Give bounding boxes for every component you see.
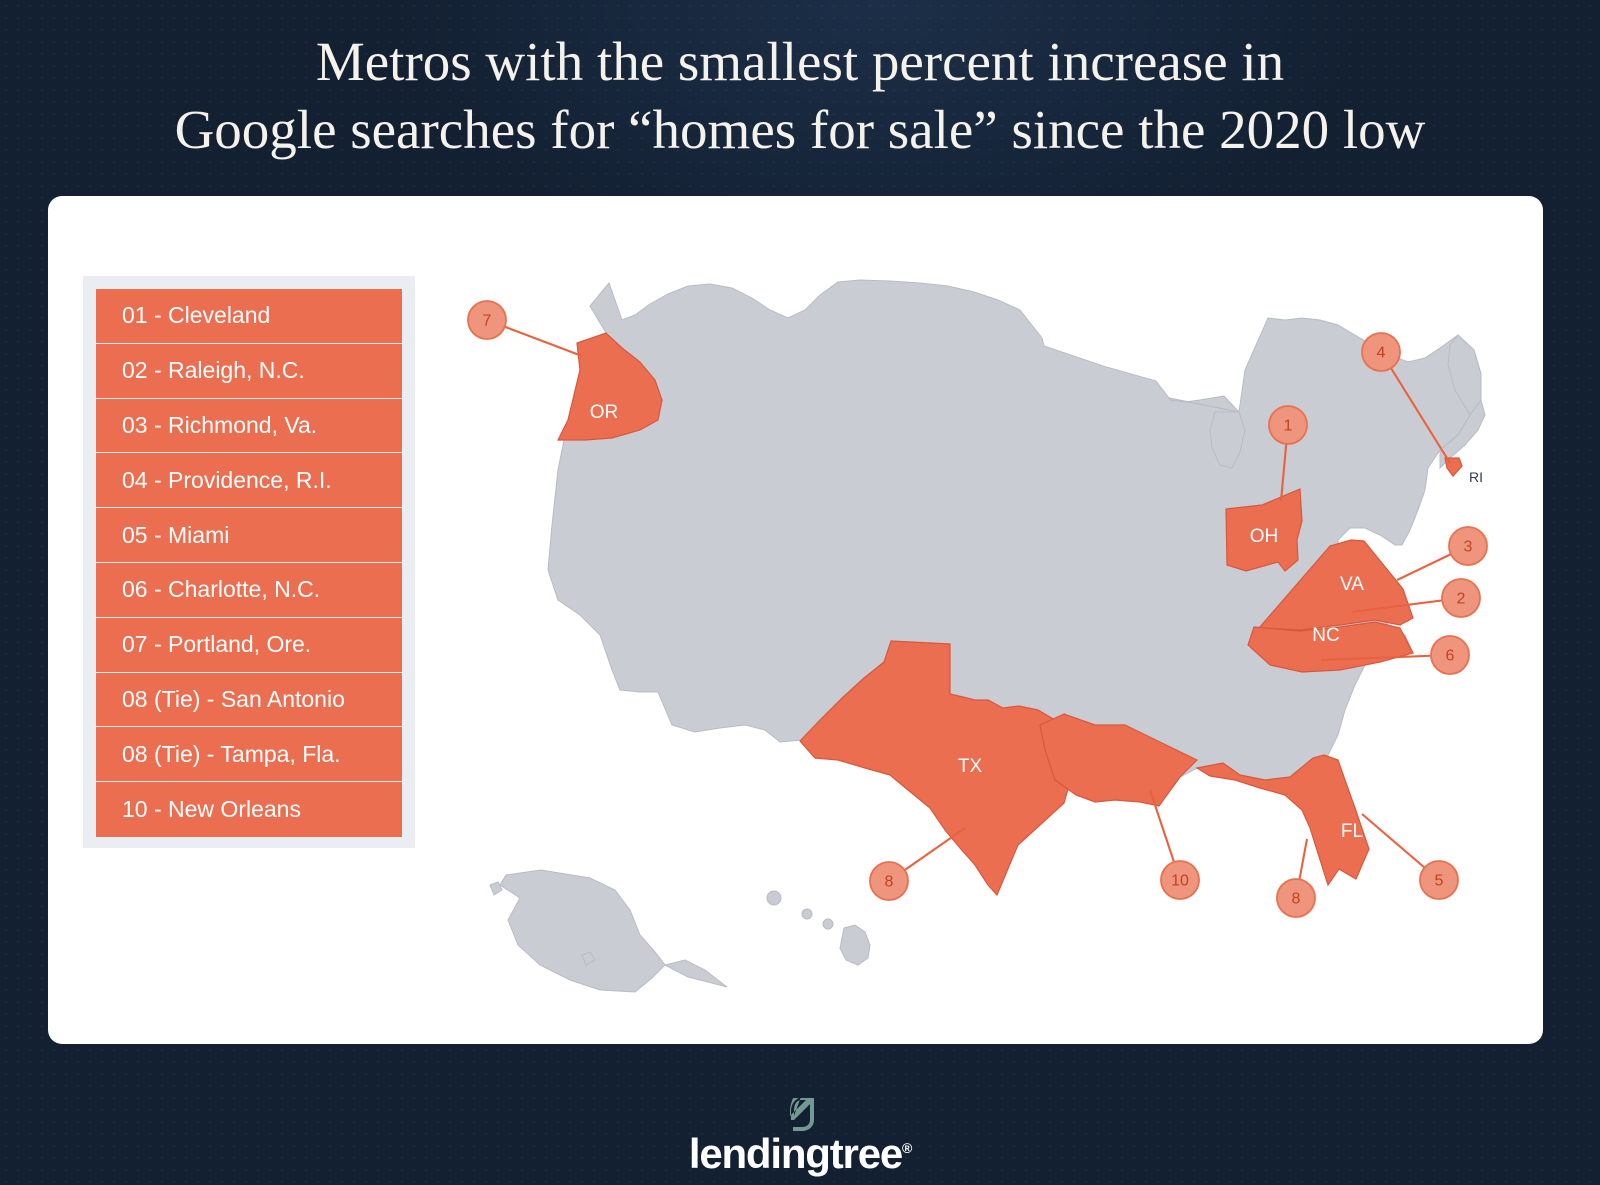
- svg-text:10: 10: [1171, 873, 1189, 890]
- svg-text:OH: OH: [1250, 526, 1279, 547]
- svg-text:1: 1: [1284, 418, 1293, 435]
- svg-text:RI: RI: [1469, 469, 1483, 485]
- svg-text:2: 2: [1457, 591, 1466, 608]
- svg-text:6: 6: [1446, 648, 1455, 665]
- svg-text:TX: TX: [958, 756, 983, 777]
- svg-text:5: 5: [1435, 873, 1444, 890]
- svg-text:VA: VA: [1340, 574, 1364, 595]
- svg-text:8: 8: [885, 874, 894, 891]
- svg-text:OR: OR: [590, 402, 619, 423]
- svg-text:3: 3: [1464, 539, 1473, 556]
- svg-text:8: 8: [1292, 891, 1301, 908]
- svg-text:7: 7: [483, 313, 492, 330]
- svg-text:4: 4: [1377, 345, 1386, 362]
- svg-text:FL: FL: [1341, 821, 1363, 842]
- svg-text:NC: NC: [1312, 625, 1339, 646]
- svg-text:LA: LA: [1093, 804, 1117, 825]
